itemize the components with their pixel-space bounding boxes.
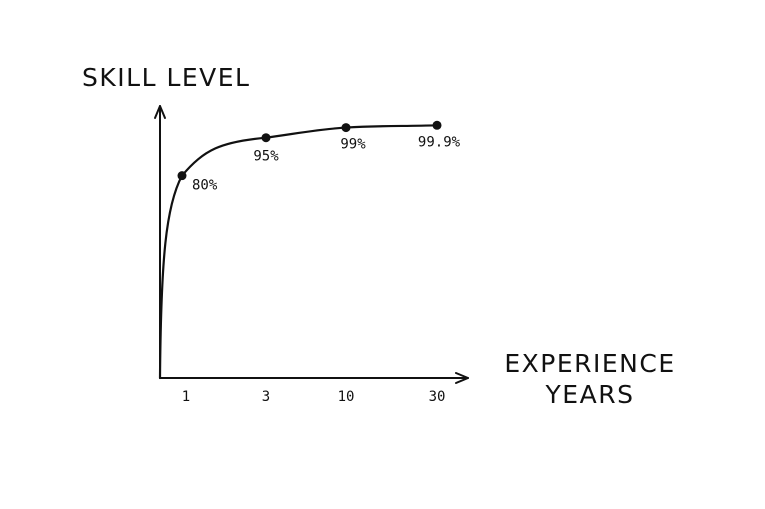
data-labels: 80% 95% 99% 99.9% bbox=[192, 134, 461, 193]
x-axis-title-line1: EXPERIENCE bbox=[504, 349, 675, 378]
data-label: 99.9% bbox=[418, 134, 461, 150]
series-line bbox=[158, 124, 439, 380]
x-tick-label: 30 bbox=[429, 389, 446, 405]
x-tick-labels: 1 3 10 30 bbox=[182, 389, 446, 405]
data-point bbox=[432, 120, 442, 130]
x-axis-arrow bbox=[455, 372, 469, 384]
data-label: 80% bbox=[192, 178, 218, 194]
data-label: 99% bbox=[340, 137, 366, 153]
x-tick-label: 3 bbox=[262, 389, 270, 405]
data-label: 95% bbox=[253, 149, 279, 165]
x-tick-label: 10 bbox=[338, 389, 355, 405]
data-points bbox=[177, 120, 442, 181]
y-axis-arrow bbox=[154, 105, 166, 119]
data-point bbox=[177, 171, 187, 181]
x-tick-label: 1 bbox=[182, 389, 190, 405]
data-point bbox=[261, 133, 271, 143]
data-point bbox=[341, 123, 351, 133]
x-axis-title-line2: YEARS bbox=[545, 380, 635, 409]
y-axis-title: SKILL LEVEL bbox=[82, 63, 251, 92]
